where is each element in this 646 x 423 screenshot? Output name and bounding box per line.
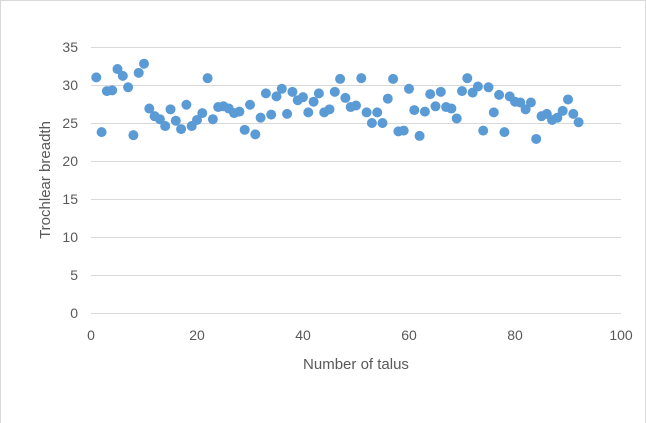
data-point (266, 109, 277, 120)
data-point (128, 130, 139, 141)
y-tick-label-35: 35 (62, 39, 78, 55)
data-point (324, 104, 335, 115)
data-point (563, 94, 573, 105)
x-tick-labels: 0 20 40 60 80 100 (87, 327, 633, 343)
data-point (472, 81, 483, 92)
data-point (457, 86, 467, 97)
data-points (91, 58, 584, 144)
data-point (499, 127, 510, 138)
data-point (515, 97, 526, 108)
data-point (329, 86, 340, 97)
data-point (573, 117, 584, 128)
data-point (435, 86, 446, 97)
data-point (234, 106, 245, 117)
data-point (170, 115, 181, 126)
data-point (287, 86, 298, 97)
data-point (525, 97, 536, 108)
x-tick-label-60: 60 (401, 327, 417, 343)
y-tick-label-15: 15 (62, 191, 78, 207)
data-point (165, 104, 176, 115)
data-point (207, 114, 218, 125)
data-point (451, 113, 462, 124)
data-point (112, 64, 123, 75)
data-point (382, 93, 393, 104)
data-point (181, 99, 192, 110)
data-point (139, 58, 149, 69)
data-point (133, 67, 144, 78)
data-point (488, 107, 499, 118)
data-point (117, 70, 128, 81)
data-point (96, 127, 107, 138)
data-point (478, 125, 489, 136)
data-point (335, 73, 346, 84)
data-point (494, 89, 505, 100)
data-point (351, 100, 361, 111)
data-point (91, 72, 102, 83)
data-point (160, 121, 171, 132)
data-point (239, 124, 250, 135)
y-axis-title: Trochlear breadth (37, 121, 54, 239)
data-point (308, 96, 319, 107)
data-point (377, 118, 388, 128)
data-point (372, 107, 383, 118)
data-point (361, 107, 372, 118)
x-tick-label-40: 40 (295, 327, 311, 343)
data-point (414, 130, 425, 141)
y-tick-label-20: 20 (62, 153, 78, 169)
data-point (255, 112, 266, 123)
data-point (430, 101, 441, 112)
y-tick-label-25: 25 (62, 115, 78, 131)
data-point (176, 124, 187, 135)
data-point (398, 125, 409, 136)
y-tick-label-5: 5 (70, 267, 78, 283)
data-point (409, 105, 420, 116)
x-tick-label-20: 20 (189, 327, 205, 343)
data-point (531, 133, 542, 144)
data-point (356, 73, 367, 84)
data-point (303, 107, 314, 118)
data-point (282, 108, 293, 119)
data-point (313, 88, 324, 99)
data-point (260, 88, 271, 99)
x-axis-title: Number of talus (303, 356, 409, 373)
data-point (404, 83, 414, 94)
data-point (154, 114, 165, 125)
data-point (462, 73, 473, 84)
y-tick-labels: 0 5 10 15 20 25 30 35 (62, 39, 78, 321)
data-point (446, 103, 457, 114)
data-point (123, 82, 134, 93)
data-point (197, 108, 208, 119)
data-point (557, 105, 568, 116)
data-point (298, 92, 308, 103)
data-point (520, 104, 531, 115)
data-point (271, 91, 282, 102)
data-point (107, 85, 118, 96)
data-point (202, 73, 213, 84)
data-point (552, 112, 563, 123)
data-point (192, 114, 202, 125)
x-tick-label-100: 100 (609, 327, 633, 343)
data-point (144, 103, 155, 114)
data-point (425, 89, 436, 100)
data-point (340, 92, 351, 103)
data-point (388, 73, 399, 84)
data-point (483, 82, 494, 93)
y-tick-label-0: 0 (70, 305, 78, 321)
gridlines (91, 47, 621, 276)
data-point (245, 99, 255, 110)
data-point (568, 108, 579, 119)
x-tick-label-80: 80 (507, 327, 523, 343)
data-point (250, 129, 261, 140)
y-tick-label-10: 10 (62, 229, 78, 245)
y-tick-label-30: 30 (62, 77, 78, 93)
data-point (419, 106, 430, 117)
x-tick-label-0: 0 (87, 327, 95, 343)
data-point (366, 118, 377, 128)
data-point (276, 83, 287, 94)
